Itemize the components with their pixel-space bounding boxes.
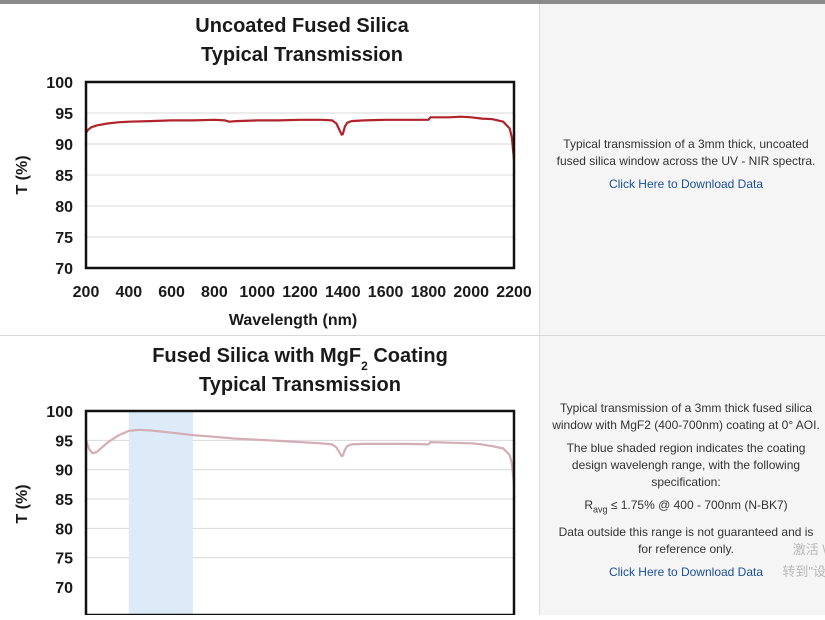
plot-layer	[85, 115, 516, 160]
y-tick-label: 85	[55, 492, 73, 509]
plot-frame	[84, 80, 516, 270]
row-uncoated: Uncoated Fused Silica Typical Transmissi…	[0, 4, 825, 335]
chart-title-line2: Typical Transmission	[201, 44, 403, 66]
description-panel-uncoated: Typical transmission of a 3mm thick, unc…	[539, 4, 825, 335]
watermark: 激活 \ 转到"设	[782, 539, 825, 583]
download-data-link[interactable]: Click Here to Download Data	[608, 565, 764, 580]
x-axis-label: Wavelength (nm)	[229, 312, 357, 329]
y-tick-label: 70	[55, 261, 73, 278]
chart-title-line1: Fused Silica with MgF2 Coating	[152, 345, 448, 373]
chart-title-line1: Uncoated Fused Silica	[195, 15, 409, 37]
y-tick-label: 90	[55, 463, 73, 480]
y-tick-label: 100	[46, 75, 73, 92]
transmission-series-line	[84, 428, 516, 485]
row-mgf2: Fused Silica with MgF2 Coating Typical T…	[0, 335, 825, 617]
y-tick-label: 80	[55, 199, 73, 216]
x-tick-label: 1400	[325, 284, 361, 301]
y-axis-label: T (%)	[14, 155, 31, 194]
title-main: Fused Silica with MgF	[152, 345, 361, 367]
y-tick-label: 100	[46, 404, 73, 421]
download-data-link[interactable]: Click Here to Download Data	[608, 177, 764, 191]
description-para-1: Typical transmission of a 3mm thick fuse…	[552, 401, 820, 432]
description-para-2: The blue shaded region indicates the coa…	[566, 441, 806, 489]
y-tick-label: 80	[55, 521, 73, 538]
spec-r: R	[584, 498, 593, 512]
x-tick-label: 600	[158, 284, 185, 301]
y-tick-labels: 100 95 90 85 80 75 70	[46, 404, 73, 597]
spec-line: Ravg ≤ 1.75% @ 400 - 700nm (N-BK7)	[552, 497, 820, 518]
top-bar	[0, 0, 825, 4]
coating-range-shade	[128, 411, 193, 615]
title-tail: Coating	[368, 345, 448, 367]
x-tick-label: 1000	[239, 284, 275, 301]
x-tick-label: 800	[201, 284, 228, 301]
x-tick-label: 1600	[368, 284, 404, 301]
shade-layer	[128, 411, 193, 615]
y-tick-label: 85	[55, 168, 73, 185]
y-tick-label: 90	[55, 137, 73, 154]
title-subscript: 2	[361, 359, 368, 373]
y-tick-label: 75	[55, 230, 73, 247]
x-tick-label: 1200	[282, 284, 318, 301]
watermark-line2: 转到"设	[782, 564, 825, 579]
description-block: Typical transmission of a 3mm thick fuse…	[552, 400, 820, 587]
description-text: Typical transmission of a 3mm thick, unc…	[556, 137, 816, 168]
description-panel-mgf2: Typical transmission of a 3mm thick fuse…	[539, 336, 825, 615]
x-tick-label: 2200	[496, 284, 532, 301]
x-tick-label: 400	[115, 284, 142, 301]
x-tick-label: 1800	[411, 284, 447, 301]
transmission-series-line	[85, 115, 516, 160]
spec-rest: ≤ 1.75% @ 400 - 700nm (N-BK7)	[607, 498, 788, 512]
y-tick-label: 75	[55, 551, 73, 568]
spec-sub: avg	[592, 504, 608, 515]
y-tick-labels: 100 95 90 85 80 75 70	[46, 75, 73, 278]
description-block: Typical transmission of a 3mm thick, unc…	[552, 136, 820, 199]
chart-mgf2: Fused Silica with MgF2 Coating Typical T…	[14, 345, 516, 617]
chart-title-line2: Typical Transmission	[199, 374, 401, 396]
chart-cell-mgf2: Fused Silica with MgF2 Coating Typical T…	[0, 336, 539, 617]
x-tick-labels: 200 400 600 800 1000 1200 1400 1600 1800 2000 2200	[73, 284, 532, 301]
y-tick-label: 95	[55, 433, 73, 450]
y-axis-label: T (%)	[14, 484, 31, 523]
plot-layer	[84, 428, 516, 485]
grid	[86, 112, 514, 238]
watermark-line1: 激活 \	[792, 542, 825, 557]
chart-cell-uncoated: Uncoated Fused Silica Typical Transmissi…	[0, 4, 539, 335]
chart-uncoated: Uncoated Fused Silica Typical Transmissi…	[14, 15, 532, 329]
description-para-3: Data outside this range is not guarantee…	[558, 525, 814, 557]
y-tick-label: 70	[55, 580, 73, 597]
y-tick-label: 95	[55, 106, 73, 123]
x-tick-label: 2000	[453, 284, 489, 301]
x-tick-label: 200	[73, 284, 100, 301]
